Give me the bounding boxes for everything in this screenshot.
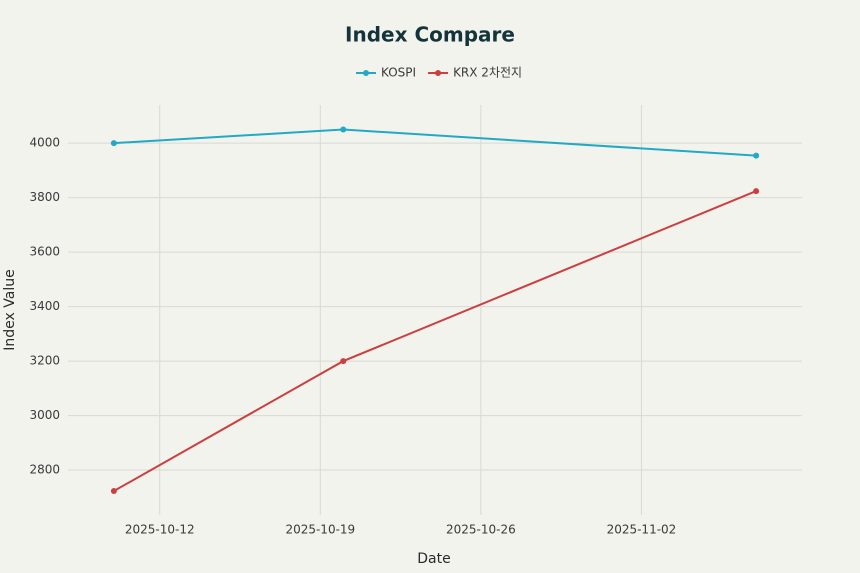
y-tick-label: 3800 (29, 190, 60, 204)
data-point (110, 140, 117, 147)
data-point (340, 126, 347, 133)
y-tick-label: 2800 (29, 463, 60, 477)
y-tick-label: 4000 (29, 136, 60, 150)
data-point (340, 358, 347, 365)
legend-marker (435, 70, 442, 76)
series-line (113, 190, 757, 492)
data-point (110, 488, 117, 495)
chart-title: Index Compare (345, 23, 515, 47)
y-tick-label: 3200 (29, 354, 60, 368)
x-tick-label: 2025-11-02 (607, 523, 677, 537)
data-point (753, 188, 760, 195)
series-line (113, 128, 757, 157)
y-tick-label: 3600 (29, 245, 60, 259)
x-tick-label: 2025-10-12 (125, 523, 195, 537)
y-axis-title: Index Value (2, 269, 18, 350)
x-tick-label: 2025-10-26 (446, 523, 516, 537)
x-tick-label: 2025-10-19 (285, 523, 355, 537)
y-tick-label: 3000 (29, 408, 60, 422)
x-axis-title: Date (417, 551, 450, 567)
data-point (753, 152, 760, 159)
y-tick-label: 3400 (29, 299, 60, 313)
legend-label: KRX 2차전지 (453, 66, 522, 80)
legend-marker (363, 70, 369, 76)
legend-label: KOSPI (381, 66, 416, 80)
